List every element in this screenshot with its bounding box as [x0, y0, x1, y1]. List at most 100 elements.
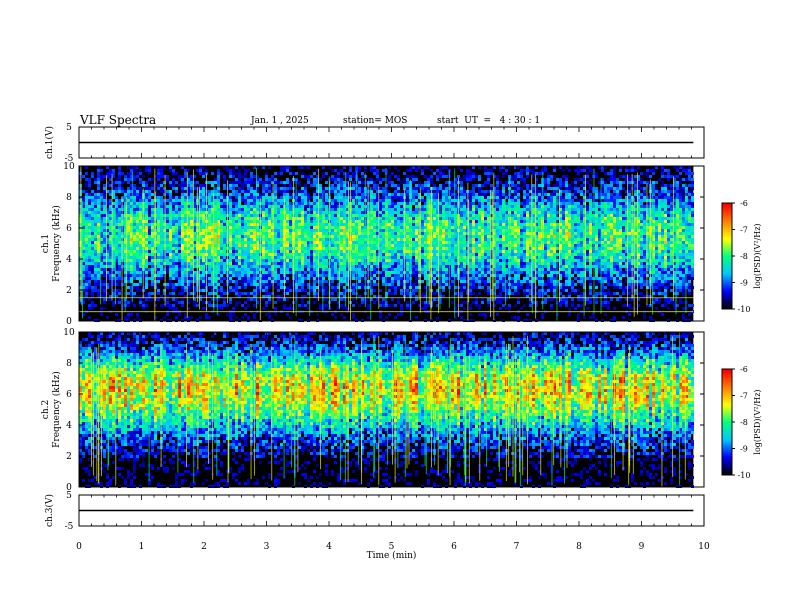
spectrogram-cell	[118, 283, 121, 286]
spectrogram-cell	[373, 229, 376, 232]
spectrogram-cell	[391, 277, 394, 280]
spectrogram-cell	[127, 313, 130, 316]
spectrogram-cell	[331, 271, 334, 274]
spectrogram-cell	[394, 202, 397, 205]
spectrogram-cell	[208, 262, 211, 265]
spectrogram-cell	[301, 172, 304, 175]
spectrogram-cell	[247, 190, 250, 193]
spectrogram-cell	[160, 202, 163, 205]
spectrogram-cell	[322, 172, 325, 175]
y-axis-label: ch.1(V)	[44, 126, 55, 159]
spectrogram-cell	[400, 283, 403, 286]
spectrogram-cell	[301, 298, 304, 301]
spectrogram-cell	[223, 283, 226, 286]
spectrogram-cell	[379, 229, 382, 232]
spectrogram-cell	[214, 229, 217, 232]
spectrogram-cell	[424, 187, 427, 190]
spectrogram-cell	[415, 175, 418, 178]
spectrogram-cell	[334, 217, 337, 220]
spectrogram-cell	[229, 253, 232, 256]
spectrogram-cell	[232, 259, 235, 262]
spectrogram-cell	[133, 232, 136, 235]
spectrogram-cell	[103, 226, 106, 229]
spectrogram-cell	[229, 196, 232, 199]
spectrogram-cell	[331, 292, 334, 295]
spectrogram-cell	[280, 265, 283, 268]
spectrogram-cell	[274, 172, 277, 175]
spectrogram-cell	[274, 256, 277, 259]
spectrogram-cell	[430, 178, 433, 181]
spectrogram-cell	[262, 229, 265, 232]
spectrogram-cell	[301, 283, 304, 286]
spectrogram-cell	[388, 232, 391, 235]
spectrogram-cell	[121, 199, 124, 202]
spectrogram-cell	[85, 265, 88, 268]
spectrogram-cell	[88, 214, 91, 217]
spectrogram-cell	[238, 280, 241, 283]
spectrogram-cell	[406, 226, 409, 229]
spectrogram-cell	[361, 244, 364, 247]
spectrogram-cell	[280, 193, 283, 196]
spectrogram-cell	[223, 265, 226, 268]
spectrogram-cell	[136, 202, 139, 205]
spectrogram-cell	[286, 202, 289, 205]
spectrogram-cell	[382, 304, 385, 307]
spectrogram-cell	[382, 265, 385, 268]
spectrogram-cell	[97, 235, 100, 238]
spectrogram-cell	[232, 265, 235, 268]
spectrogram-cell	[175, 283, 178, 286]
spectrogram-cell	[190, 268, 193, 271]
spectrogram-cell	[352, 262, 355, 265]
spectrogram-cell	[241, 271, 244, 274]
spectrogram-cell	[97, 244, 100, 247]
spectrogram-cell	[283, 190, 286, 193]
spectrogram-cell	[361, 193, 364, 196]
spectrogram-cell	[415, 217, 418, 220]
spectrogram-cell	[394, 256, 397, 259]
spectrogram-cell	[127, 253, 130, 256]
spectrogram-cell	[94, 286, 97, 289]
spectrogram-cell	[280, 253, 283, 256]
spectrogram-cell	[430, 169, 433, 172]
spectrogram-cell	[220, 229, 223, 232]
spectrogram-cell	[271, 217, 274, 220]
spectrogram-cell	[397, 247, 400, 250]
spectrogram-cell	[139, 172, 142, 175]
spectrogram-cell	[151, 259, 154, 262]
spectrogram-cell	[166, 298, 169, 301]
spectrogram-cell	[235, 184, 238, 187]
spectrogram-cell	[157, 274, 160, 277]
spectrogram-cell	[202, 271, 205, 274]
spectrogram-cell	[112, 283, 115, 286]
spectrogram-cell	[175, 226, 178, 229]
spectrogram-cell	[310, 196, 313, 199]
spectrogram-cell	[160, 211, 163, 214]
spectrogram-cell	[268, 316, 271, 319]
spectrogram-1	[79, 166, 704, 322]
spectrogram-cell	[229, 289, 232, 292]
spectrogram-cell	[232, 181, 235, 184]
spectrogram-cell	[142, 181, 145, 184]
spectrogram-cell	[202, 235, 205, 238]
spectrogram-cell	[157, 214, 160, 217]
spectrogram-cell	[85, 223, 88, 226]
spectrogram-cell	[94, 214, 97, 217]
spectrogram-cell	[352, 220, 355, 223]
spectrogram-cell	[253, 220, 256, 223]
spectrogram-cell	[169, 256, 172, 259]
spectrogram-cell	[361, 202, 364, 205]
spectrogram-cell	[385, 214, 388, 217]
spectrogram-cell	[235, 181, 238, 184]
spectrogram-cell	[406, 250, 409, 253]
spectrogram-cell	[181, 268, 184, 271]
spectrogram-cell	[109, 220, 112, 223]
spectrogram-cell	[391, 244, 394, 247]
spectrogram-cell	[265, 184, 268, 187]
spectrogram-cell	[415, 214, 418, 217]
spectrogram-cell	[148, 283, 151, 286]
spectrogram-cell	[277, 199, 280, 202]
spectrogram-cell	[421, 292, 424, 295]
spectrogram-cell	[166, 199, 169, 202]
spectrogram-cell	[163, 217, 166, 220]
spectrogram-cell	[85, 268, 88, 271]
